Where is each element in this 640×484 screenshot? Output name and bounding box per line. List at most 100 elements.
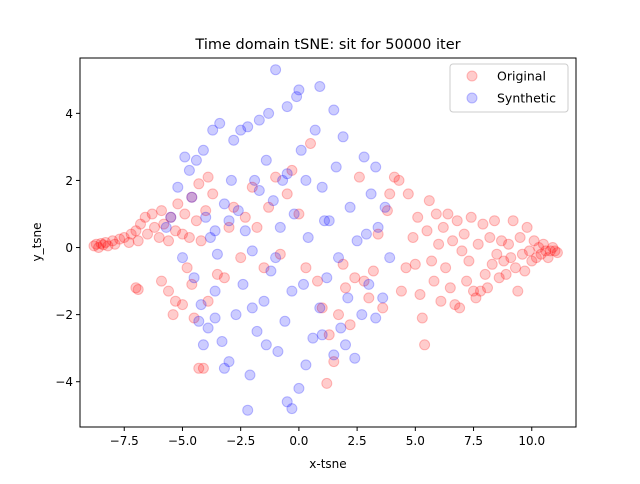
point-synthetic	[335, 322, 347, 334]
point-original	[132, 284, 144, 295]
point-synthetic	[281, 101, 293, 113]
point-original	[218, 272, 230, 284]
x-tick-label: 2.5	[348, 434, 367, 448]
point-original	[384, 188, 396, 200]
point-synthetic	[288, 208, 300, 220]
y-tick-label: 2	[65, 174, 73, 188]
point-synthetic	[249, 174, 261, 186]
point-original	[88, 240, 100, 252]
point-original	[523, 245, 535, 257]
legend-marker-synthetic	[466, 92, 478, 104]
point-original	[193, 178, 205, 190]
point-original	[281, 188, 293, 200]
point-original	[107, 235, 119, 247]
point-original	[463, 255, 475, 267]
legend: Original Synthetic	[449, 63, 569, 113]
point-synthetic	[363, 278, 375, 290]
point-original	[395, 285, 407, 297]
point-original	[407, 232, 419, 243]
point-synthetic	[384, 252, 396, 264]
point-synthetic	[242, 121, 254, 133]
point-synthetic	[293, 382, 305, 394]
point-original	[337, 258, 349, 270]
point-original	[519, 265, 531, 277]
point-original	[470, 292, 482, 304]
point-synthetic	[309, 124, 321, 136]
point-synthetic	[230, 309, 242, 321]
point-original	[142, 228, 153, 240]
point-original	[195, 235, 207, 247]
point-original	[305, 138, 316, 149]
point-original	[102, 240, 114, 252]
point-synthetic	[211, 248, 223, 260]
point-synthetic	[316, 329, 328, 341]
y-tick-label: 0	[65, 241, 73, 255]
point-original	[484, 232, 496, 243]
point-original	[426, 255, 438, 267]
point-original	[493, 272, 505, 284]
point-original	[367, 265, 379, 277]
point-synthetic	[328, 349, 340, 361]
point-original	[372, 228, 384, 240]
point-original	[409, 258, 421, 270]
point-synthetic	[344, 201, 356, 213]
point-original	[510, 262, 521, 274]
point-synthetic	[295, 144, 307, 156]
x-tick-label: −2.5	[226, 434, 255, 448]
point-synthetic	[274, 221, 286, 233]
point-original	[202, 295, 214, 307]
point-original	[186, 278, 198, 290]
point-synthetic	[307, 332, 319, 344]
point-original	[458, 228, 470, 240]
point-original	[321, 377, 333, 389]
point-original	[512, 285, 524, 297]
point-original	[228, 201, 240, 213]
point-original	[430, 208, 442, 220]
point-synthetic	[246, 245, 258, 257]
point-synthetic	[265, 265, 277, 277]
point-synthetic	[251, 325, 263, 337]
point-original	[500, 268, 512, 280]
x-tick-label: 10.0	[518, 434, 545, 448]
x-tick-label: −7.5	[110, 434, 139, 448]
point-original	[197, 362, 209, 374]
point-synthetic	[242, 404, 254, 416]
point-original	[547, 242, 559, 253]
point-synthetic	[358, 151, 370, 163]
point-original	[270, 171, 282, 183]
point-original	[163, 235, 174, 247]
point-synthetic	[372, 221, 384, 233]
point-synthetic	[209, 285, 221, 297]
x-tick-label: −5.0	[168, 434, 197, 448]
point-original	[344, 319, 356, 331]
point-original	[93, 242, 105, 253]
point-original	[421, 225, 433, 237]
point-original	[544, 245, 556, 257]
point-original	[286, 164, 298, 176]
point-original	[235, 252, 247, 264]
point-original	[447, 235, 459, 247]
point-original	[312, 275, 323, 287]
point-synthetic	[370, 312, 382, 324]
point-original	[496, 235, 507, 247]
point-synthetic	[260, 339, 272, 351]
point-original	[132, 235, 144, 247]
point-synthetic	[235, 124, 247, 136]
points-layer	[88, 64, 563, 416]
point-original	[516, 248, 528, 260]
point-synthetic	[267, 195, 279, 207]
point-original	[156, 205, 167, 217]
point-original	[181, 262, 193, 274]
point-original	[468, 285, 479, 297]
point-original	[177, 228, 188, 240]
y-axis: −4 −2 0 2 4	[55, 107, 80, 389]
point-synthetic	[298, 278, 309, 290]
point-synthetic	[202, 322, 214, 334]
point-original	[200, 205, 212, 217]
point-original	[211, 268, 223, 280]
point-synthetic	[172, 181, 184, 193]
point-synthetic	[197, 144, 209, 156]
point-synthetic	[193, 315, 205, 327]
